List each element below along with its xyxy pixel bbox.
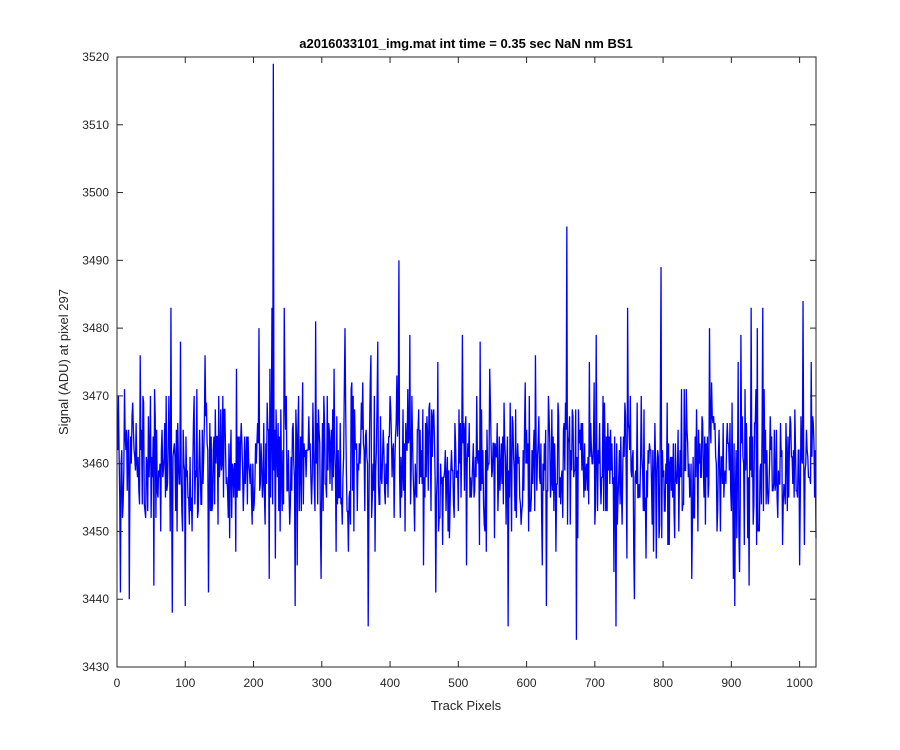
chart-title: a2016033101_img.mat int time = 0.35 sec … [299, 36, 633, 51]
x-tick-label: 100 [175, 676, 195, 690]
y-tick-label: 3490 [82, 253, 109, 267]
y-tick-label: 3520 [82, 50, 109, 64]
x-tick-label: 200 [244, 676, 264, 690]
x-tick-label: 500 [448, 676, 468, 690]
x-tick-label: 0 [114, 676, 121, 690]
y-tick-label: 3470 [82, 389, 109, 403]
x-tick-label: 600 [517, 676, 537, 690]
y-tick-label: 3440 [82, 592, 109, 606]
y-axis: 3430 3440 3450 3460 3470 3480 3490 3500 3510 3520 [82, 50, 816, 674]
x-tick-label: 300 [312, 676, 332, 690]
y-tick-label: 3480 [82, 321, 109, 335]
y-tick-label: 3450 [82, 524, 109, 538]
x-tick-label: 1000 [786, 676, 813, 690]
signal-series-line [117, 63, 817, 640]
y-tick-label: 3430 [82, 660, 109, 674]
plot-area [117, 57, 816, 667]
series-layer [117, 63, 817, 640]
y-tick-label: 3460 [82, 457, 109, 471]
y-axis-label: Signal (ADU) at pixel 297 [56, 289, 71, 435]
x-axis-label: Track Pixels [431, 698, 502, 713]
x-axis: 0 100 200 300 400 500 600 700 800 900 1000 [114, 57, 813, 690]
y-tick-label: 3500 [82, 186, 109, 200]
axes-box [116, 56, 817, 668]
x-tick-label: 700 [585, 676, 605, 690]
x-tick-label: 900 [721, 676, 741, 690]
x-tick-label: 800 [653, 676, 673, 690]
x-tick-label: 400 [380, 676, 400, 690]
y-tick-label: 3510 [82, 118, 109, 132]
